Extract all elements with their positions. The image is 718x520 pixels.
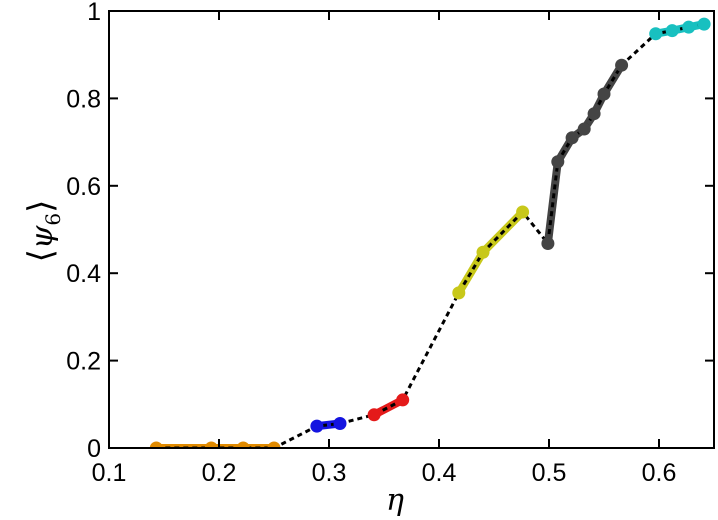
y-tick-label: 0.2: [66, 348, 101, 376]
x-tick-label: 0.2: [202, 459, 237, 487]
data-point: [516, 205, 530, 219]
data-point: [367, 408, 381, 422]
y-tick-label: 0.4: [66, 260, 101, 288]
y-axis-label-sub: 6: [41, 213, 65, 226]
plot-frame: [108, 10, 715, 449]
series-4-segment: [543, 61, 626, 248]
data-point: [541, 236, 555, 250]
x-tick-label: 0.3: [312, 459, 347, 487]
data-point: [682, 20, 696, 34]
x-axis-label: η: [386, 483, 404, 518]
axes: 0.1 0.2 0.3 0.4 0.5 0.6 0 0.2 0.4 0.6 0.8 1: [66, 0, 715, 487]
x-tick-label: 0.4: [422, 459, 457, 487]
data-point: [204, 441, 218, 448]
y-tick-label: 0.6: [66, 173, 101, 201]
data-point: [649, 27, 663, 41]
data-point: [396, 393, 410, 407]
series-3-segment: [454, 208, 527, 297]
plot-area: [149, 17, 711, 448]
data-point: [551, 155, 565, 169]
data-point: [577, 122, 591, 136]
data-point: [267, 441, 281, 448]
x-tick-label: 0.5: [532, 459, 567, 487]
data-point: [333, 417, 347, 431]
data-point: [236, 441, 250, 448]
x-tick-label: 0.6: [642, 459, 677, 487]
connector-line: [156, 22, 705, 448]
y-axis-label: ⟨ψ6⟩: [21, 200, 65, 263]
data-point: [149, 441, 163, 448]
data-point: [476, 245, 490, 259]
y-tick-label: 1: [87, 0, 101, 26]
data-point: [697, 17, 711, 31]
x-tick-label: 0.1: [92, 459, 127, 487]
data-point: [597, 87, 611, 101]
data-point: [310, 419, 324, 433]
data-point: [452, 286, 466, 300]
data-point: [665, 24, 679, 38]
data-point: [565, 131, 579, 145]
y-tick-label: 0.8: [66, 85, 101, 113]
y-tick-label: 0: [87, 435, 101, 463]
y-axis-label-main: ψ: [25, 225, 60, 249]
data-point: [587, 107, 601, 121]
data-point: [615, 58, 629, 72]
